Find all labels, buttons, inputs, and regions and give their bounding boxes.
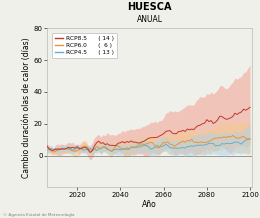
Text: HUESCA: HUESCA: [127, 2, 172, 12]
Legend: RCP8.5      ( 14 ), RCP6.0      (  6 ), RCP4.5      ( 13 ): RCP8.5 ( 14 ), RCP6.0 ( 6 ), RCP4.5 ( 13…: [52, 33, 117, 58]
Y-axis label: Cambio duración olas de calor (días): Cambio duración olas de calor (días): [22, 37, 31, 178]
Text: ANUAL: ANUAL: [136, 15, 162, 24]
X-axis label: Año: Año: [142, 200, 157, 209]
Text: © Agencia Estatal de Meteorología: © Agencia Estatal de Meteorología: [3, 213, 74, 217]
